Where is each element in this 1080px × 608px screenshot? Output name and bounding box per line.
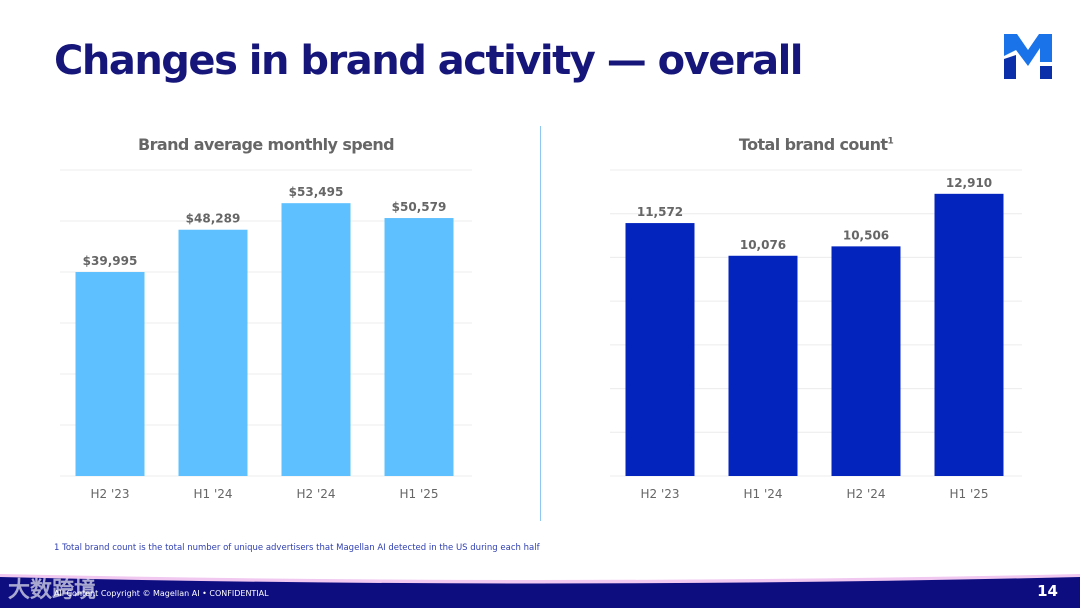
bar	[728, 255, 798, 476]
bar	[75, 272, 145, 476]
bar	[384, 218, 454, 476]
chart-title-text: Total brand count	[738, 135, 888, 154]
divider	[540, 126, 541, 521]
footer-band	[0, 574, 1080, 608]
footnote: 1 Total brand count is the total number …	[54, 543, 540, 553]
x-tick-label: H1 '24	[743, 487, 782, 501]
x-tick-label: H2 '24	[296, 487, 335, 501]
page-title: Changes in brand activity — overall	[54, 38, 804, 84]
chart-title-spend: Brand average monthly spend	[138, 135, 395, 154]
data-label: 10,506	[843, 228, 889, 242]
data-label: 12,910	[946, 176, 992, 190]
x-tick-label: H2 '24	[846, 487, 885, 501]
x-tick-label: H1 '25	[399, 487, 438, 501]
watermark: 大数跨境	[8, 578, 97, 603]
chart-title-count: Total brand count1	[610, 135, 1022, 154]
data-label: $48,289	[186, 212, 241, 226]
x-tick-label: H1 '24	[193, 487, 232, 501]
data-label: $39,995	[83, 254, 138, 268]
x-tick-label: H2 '23	[90, 487, 129, 501]
copyright: All Content Copyright © Magellan AI • CO…	[54, 589, 269, 598]
bar	[281, 203, 351, 476]
bar	[625, 223, 695, 476]
x-tick-label: H1 '25	[949, 487, 988, 501]
bar	[934, 193, 1004, 476]
bar	[178, 229, 248, 476]
footnote-marker: 1	[887, 136, 894, 147]
data-label: $50,579	[392, 200, 447, 214]
page-number: 14	[1037, 582, 1058, 600]
x-tick-label: H2 '23	[640, 487, 679, 501]
bar	[831, 246, 901, 476]
magellan-logo-icon	[1004, 34, 1052, 79]
data-label: $53,495	[289, 185, 344, 199]
data-label: 11,572	[637, 205, 683, 219]
data-label: 10,076	[740, 238, 786, 252]
